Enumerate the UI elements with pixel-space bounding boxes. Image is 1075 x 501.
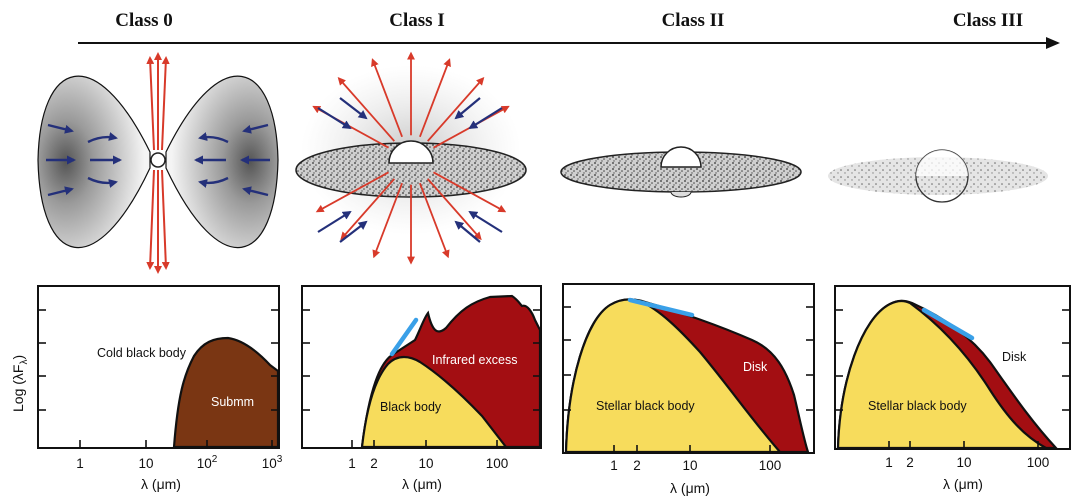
x-tick-label: 10 <box>956 455 971 470</box>
x-axis-label: λ (μm) <box>943 476 983 492</box>
x-tick-label: 1 <box>610 458 618 473</box>
outflow-arrow <box>427 77 485 142</box>
fit-segment <box>389 317 419 357</box>
x-tick-label: 10 <box>682 458 697 473</box>
disk-label: Disk <box>743 360 768 374</box>
x-axis-label: λ (μm) <box>141 476 181 492</box>
outflow-arrow <box>337 77 395 142</box>
class-iii-title: Class III <box>953 10 1023 31</box>
outflow-arrow <box>340 178 395 241</box>
class-0-title: Class 0 <box>115 10 173 31</box>
sed-panel-class-iii: Disk Stellar black body 1 2 10 100 λ (μm… <box>834 285 1071 492</box>
outflow-arrow <box>315 171 389 213</box>
submm-label: Submm <box>211 395 254 409</box>
outflow-arrow <box>427 178 482 241</box>
class-ii-sketch <box>560 146 802 198</box>
black-body-label: Black body <box>380 400 442 414</box>
x-tick-label: 10 <box>138 456 153 471</box>
class-i-sketch <box>295 51 527 265</box>
x-tick-label: 2 <box>633 458 641 473</box>
black-body-region <box>360 355 509 449</box>
class-ii-title: Class II <box>662 10 725 31</box>
fit-segment <box>627 297 695 318</box>
sed-panel-class-i: Infrared excess Black body 1 2 10 100 λ … <box>301 285 542 492</box>
x-tick-label: 1 <box>885 455 893 470</box>
x-tick-label: 100 <box>486 456 509 471</box>
outflow-arrow <box>419 182 450 259</box>
x-tick-label: 100 <box>1027 455 1050 470</box>
outflow-arrow <box>372 182 403 259</box>
infrared-excess-label: Infrared excess <box>432 353 517 367</box>
outflow-arrow <box>433 171 507 213</box>
x-axis-label: λ (μm) <box>670 480 710 496</box>
stellar-black-body-label: Stellar black body <box>596 399 695 413</box>
sed-panel-class-0: Cold black body Submm 1 10 102 103 λ (μm… <box>37 285 283 492</box>
x-tick-label: 100 <box>759 458 782 473</box>
x-tick-label: 10 <box>418 456 433 471</box>
outflow-arrow <box>371 58 403 138</box>
class-i-title: Class I <box>389 10 444 31</box>
class-0-sketch <box>37 52 279 274</box>
sed-panel-class-ii: Disk Stellar black body 1 2 10 100 λ (μm… <box>562 283 815 496</box>
fit-segment <box>921 307 975 341</box>
stellar-black-body-label: Stellar black body <box>868 399 967 413</box>
x-tick-label: 2 <box>906 455 914 470</box>
outflow-arrow <box>419 58 451 138</box>
cold-black-body-label: Cold black body <box>97 346 187 360</box>
x-tick-label: 1 <box>348 456 356 471</box>
class-iii-sketch <box>828 149 1048 203</box>
stellar-black-body-region <box>836 299 1047 450</box>
y-axis-label: Log (λFλ) <box>10 355 30 412</box>
disk-label: Disk <box>1002 350 1027 364</box>
x-tick-label: 102 <box>197 454 218 471</box>
x-tick-label: 103 <box>262 454 283 471</box>
x-tick-label: 2 <box>370 456 378 471</box>
x-tick-label: 1 <box>76 456 84 471</box>
x-axis-label: λ (μm) <box>402 476 442 492</box>
submm-region <box>172 336 280 449</box>
